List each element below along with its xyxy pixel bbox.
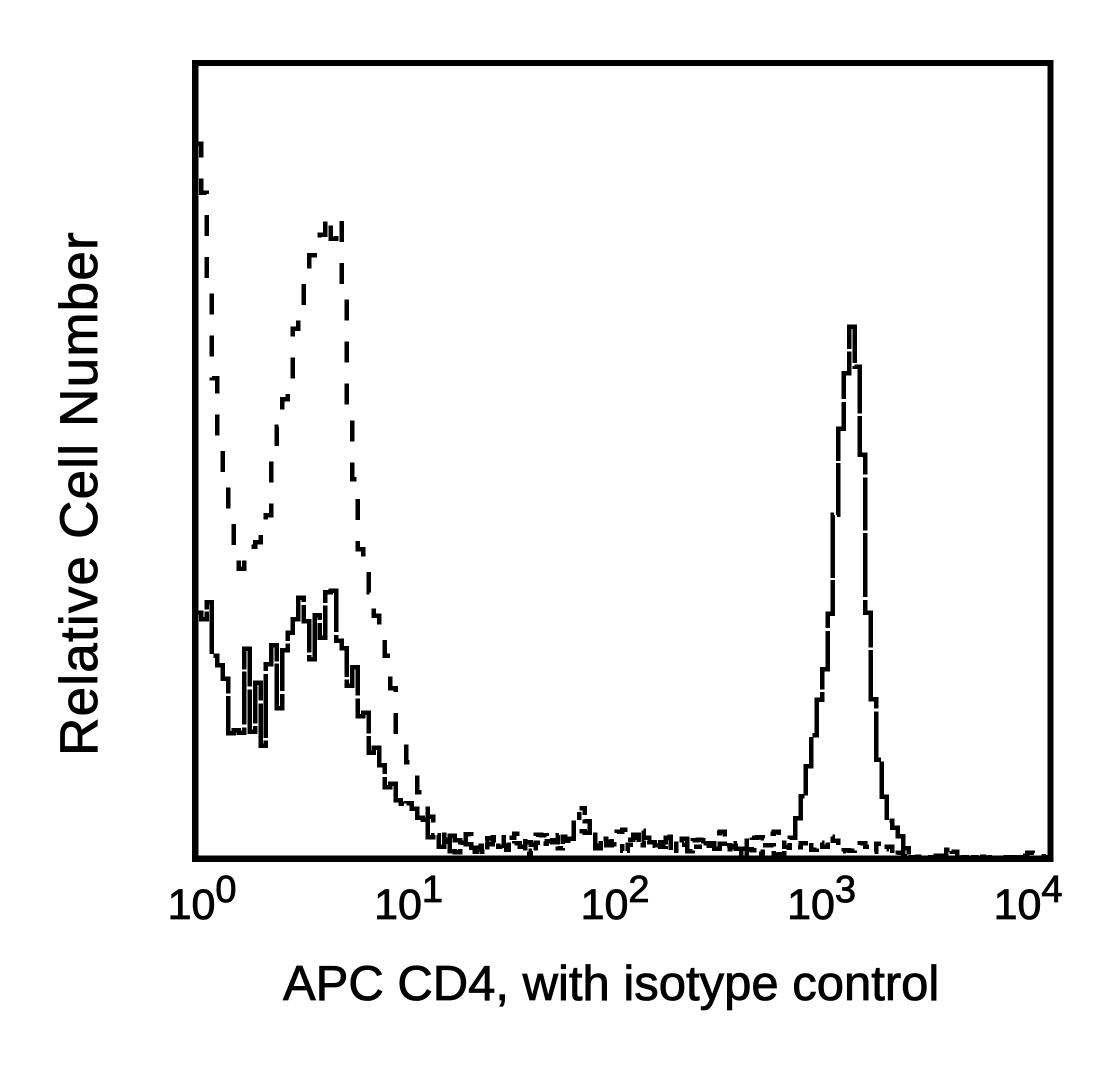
svg-text:10: 10 [787,881,835,929]
svg-text:APC CD4, with isotype control: APC CD4, with isotype control [283,957,939,1011]
svg-text:10: 10 [994,881,1042,929]
svg-text:0: 0 [215,869,236,911]
svg-text:10: 10 [168,881,216,929]
svg-text:10: 10 [581,881,629,929]
svg-text:1: 1 [422,869,443,911]
svg-text:Relative Cell Number: Relative Cell Number [50,231,109,756]
svg-text:4: 4 [1041,869,1062,911]
svg-text:3: 3 [835,869,856,911]
svg-text:10: 10 [374,881,422,929]
svg-text:2: 2 [628,869,649,911]
